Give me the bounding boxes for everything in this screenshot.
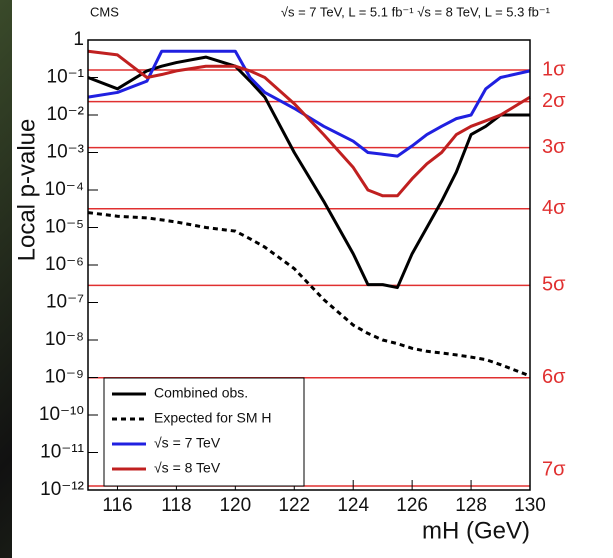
y-tick-label: 10⁻⁶ [45, 254, 84, 275]
legend-label: Combined obs. [154, 385, 248, 401]
y-tick-label: 10⁻⁴ [45, 179, 84, 200]
x-tick-label: 128 [455, 495, 487, 516]
x-tick-label: 120 [219, 495, 251, 516]
legend-label: Expected for SM H [154, 410, 272, 426]
header-left: CMS [90, 4, 119, 19]
series-line [87, 211, 531, 378]
y-tick-label: 10⁻⁸ [45, 329, 84, 350]
x-tick-label: 130 [514, 495, 546, 516]
y-tick-label: 10⁻¹² [40, 479, 84, 500]
x-tick-label: 116 [102, 495, 132, 516]
y-tick-label: 10⁻⁹ [45, 367, 84, 388]
y-tick-label: 10⁻⁷ [46, 292, 84, 313]
y-tick-label: 10⁻⁵ [45, 217, 84, 238]
legend-label: √s = 7 TeV [154, 435, 221, 451]
y-tick-label: 10⁻¹⁰ [39, 404, 84, 425]
sigma-label: 5σ [542, 274, 566, 296]
y-tick-label: 10⁻³ [47, 142, 85, 163]
y-tick-label: 10⁻¹ [47, 67, 85, 88]
sigma-label: 1σ [542, 58, 566, 80]
sigma-label: 4σ [542, 197, 566, 219]
plot-frame [87, 39, 531, 491]
x-tick-label: 122 [278, 495, 310, 516]
x-axis-label: mH (GeV) [422, 517, 530, 544]
series-line [87, 55, 530, 290]
y-tick-label: 10⁻² [47, 104, 85, 125]
sigma-label: 3σ [542, 136, 566, 158]
y-tick-label: 10⁻¹¹ [40, 442, 84, 463]
x-tick-label: 118 [161, 495, 191, 516]
y-axis-label: Local p-value [13, 119, 40, 262]
y-tick-label: 1 [73, 29, 84, 50]
x-tick-label: 124 [337, 495, 369, 516]
header-right: √s = 7 TeV, L = 5.1 fb⁻¹ √s = 8 TeV, L =… [281, 4, 551, 19]
legend-label: √s = 8 TeV [154, 460, 221, 476]
sigma-label: 7σ [542, 458, 566, 480]
sigma-label: 6σ [542, 366, 566, 388]
series-line [87, 49, 531, 158]
sigma-label: 2σ [542, 90, 566, 112]
x-tick-label: 126 [396, 495, 428, 516]
series-line [87, 49, 531, 198]
